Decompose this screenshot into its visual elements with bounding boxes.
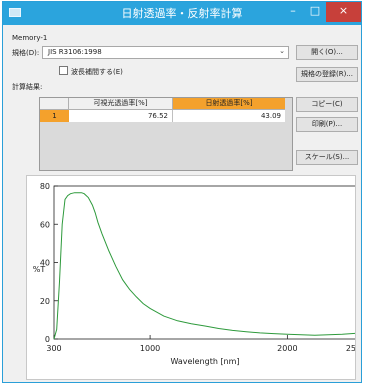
row-header[interactable]: 1: [40, 110, 69, 122]
spec-label: 規格(D):: [12, 49, 40, 57]
x-tick-label: 1000: [140, 344, 160, 353]
y-tick-label: 60: [40, 220, 50, 229]
x-tick-label: 2500: [346, 344, 355, 353]
chart-panel: 0 20 40 60 80 300 1000 2000 2500 %T Wavelength [nm…: [26, 175, 366, 380]
column-header-solar-transmittance[interactable]: 日射透過率[%]: [173, 98, 285, 110]
window-title: 日射透過率・反射率計算: [121, 7, 243, 20]
plot-area: [53, 185, 357, 340]
spec-select-value: JIS R3106:1998: [48, 48, 102, 56]
y-axis-label: %T: [33, 265, 46, 274]
y-tick-label: 40: [40, 259, 50, 268]
x-tick-label: 2000: [277, 344, 297, 353]
table-cell-visible-transmittance[interactable]: 76.52: [69, 110, 173, 122]
copy-button[interactable]: コピー(C): [296, 97, 358, 112]
grid-corner: [40, 98, 69, 110]
y-tick-label: 80: [40, 182, 50, 191]
results-label: 計算結果:: [12, 83, 43, 91]
y-tick-label: 20: [40, 297, 50, 306]
register-spec-button[interactable]: 規格の登録(R)...: [296, 67, 358, 82]
transmittance-line: [53, 192, 357, 340]
title-bar[interactable]: 日射透過率・反射率計算 – □ ×: [3, 2, 361, 25]
interpolate-checkbox[interactable]: [59, 66, 68, 75]
load-button[interactable]: 開く(O)...: [296, 45, 358, 60]
memory-label: Memory-1: [12, 34, 48, 42]
table-cell-solar-transmittance[interactable]: 43.09: [173, 110, 285, 122]
column-header-visible-transmittance[interactable]: 可視光透過率[%]: [69, 98, 173, 110]
interpolate-checkbox-label[interactable]: 波長補間する(E): [71, 68, 123, 76]
x-tick-label: 300: [46, 344, 61, 353]
close-button[interactable]: ×: [326, 2, 361, 22]
print-button[interactable]: 印刷(P)...: [296, 117, 358, 132]
y-tick-label: 0: [45, 335, 50, 344]
maximize-button[interactable]: □: [309, 4, 321, 17]
chevron-down-icon: ⌄: [279, 47, 285, 55]
scale-button[interactable]: スケール(S)...: [296, 150, 358, 165]
minimize-button[interactable]: –: [290, 4, 296, 17]
transmittance-chart: 0 20 40 60 80 300 1000 2000 2500 %T Wavelength [nm…: [33, 182, 366, 366]
app-icon: [9, 8, 21, 17]
x-axis-label: Wavelength [nm]: [170, 357, 239, 366]
results-grid[interactable]: 可視光透過率[%] 日射透過率[%] 1 76.52 43.09: [39, 97, 293, 171]
spec-select[interactable]: JIS R3106:1998 ⌄: [42, 46, 289, 59]
